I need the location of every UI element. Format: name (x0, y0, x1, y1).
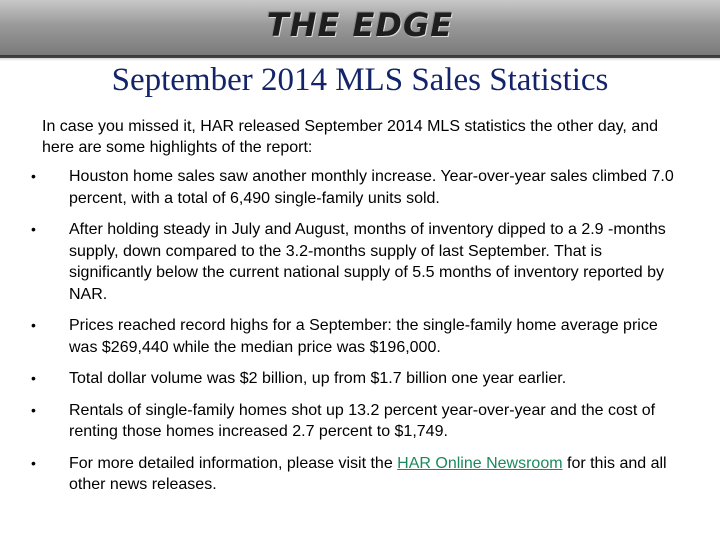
list-item-rentals: • Rentals of single-family homes shot up… (28, 400, 688, 443)
header-bar: THE EDGE (0, 0, 720, 61)
page-title: September 2014 MLS Sales Statistics (111, 62, 609, 98)
bullet-icon: • (31, 401, 36, 418)
list-item-more-info: • For more detailed information, please … (28, 453, 688, 496)
list-item-text: Rentals of single-family homes shot up 1… (69, 401, 656, 441)
list-item-text: Total dollar volume was $2 billion, up f… (69, 370, 567, 387)
list-item-prices: • Prices reached record highs for a Sept… (28, 315, 688, 358)
bullet-icon: • (31, 221, 36, 237)
list-item-text-after-link: for this and all other news releases. (69, 454, 667, 494)
list-item-inventory: • After holding steady in July and Augus… (28, 219, 688, 305)
the-edge-logo: THE EDGE (266, 6, 454, 44)
list-item-dollar-volume: • Total dollar volume was $2 billion, up… (28, 368, 688, 390)
list-item-text: Houston home sales saw another monthly i… (69, 168, 674, 207)
list-item-text-before-link: For more detailed information, please vi… (69, 454, 398, 472)
bullet-icon: • (31, 370, 36, 386)
intro-paragraph: In case you missed it, HAR released Sept… (42, 118, 659, 156)
har-online-newsroom-link[interactable]: HAR Online Newsroom (397, 454, 563, 472)
bullet-icon: • (31, 317, 36, 333)
list-item-sales: • Houston home sales saw another monthly… (28, 166, 688, 209)
list-item-text: After holding steady in July and August,… (69, 221, 666, 303)
list-item-text: Prices reached record highs for a Septem… (69, 317, 658, 356)
bullet-icon: • (31, 454, 36, 471)
bullet-icon: • (31, 168, 36, 184)
highlights-list: • Houston home sales saw another monthly… (28, 166, 688, 506)
